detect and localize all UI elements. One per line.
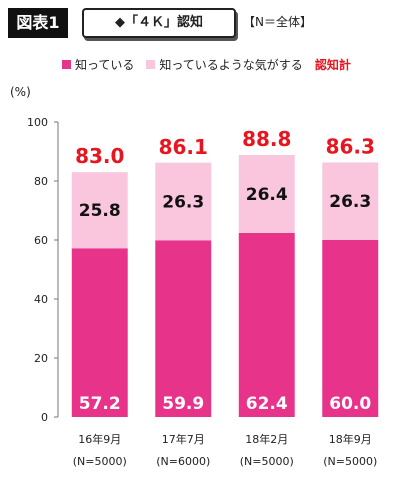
chart-topic: ◆「４Ｋ」認知: [82, 8, 236, 38]
bar-segment-maybe: [155, 162, 212, 241]
x-category-label: 18年2月: [245, 432, 288, 446]
x-category-sublabel: (N=5000): [73, 455, 127, 468]
y-tick-label: 80: [34, 175, 48, 188]
sample-note: 【N＝全体】: [243, 15, 312, 29]
bar-segment-know: [322, 240, 379, 417]
x-category-label: 18年9月: [329, 432, 372, 446]
bar-segment-maybe: [71, 172, 128, 249]
legend-label-maybe: 知っているような気がする: [159, 57, 303, 72]
bar-total-label: 86.1: [159, 135, 208, 159]
legend-total-label: 認知計: [314, 57, 351, 72]
bar-value-label-know: 57.2: [79, 394, 121, 414]
bar-segment-know: [71, 248, 128, 417]
bar-segment-know: [155, 240, 212, 417]
bar-segment-maybe: [322, 162, 379, 240]
bar-value-label-know: 59.9: [162, 394, 204, 414]
y-tick-label: 60: [34, 234, 48, 247]
bar-total-label: 88.8: [242, 127, 291, 151]
figure-label: 図表1: [8, 8, 68, 38]
bar-value-label-know: 62.4: [246, 394, 288, 414]
bar-value-label-know: 60.0: [329, 394, 371, 414]
x-category-label: 17年7月: [162, 432, 205, 446]
legend-swatch-know: [62, 59, 71, 69]
legend-swatch-maybe: [146, 59, 156, 69]
bar-total-label: 86.3: [326, 134, 375, 158]
bar-value-label-maybe: 26.3: [162, 193, 204, 213]
bar-total-label: 83.0: [75, 144, 124, 168]
bar-value-label-maybe: 26.3: [329, 192, 371, 212]
y-tick-label: 40: [34, 293, 48, 306]
bar-segment-maybe: [238, 155, 295, 233]
bar-segment-know: [238, 232, 295, 417]
legend-label-know: 知っている: [75, 57, 135, 72]
x-category-sublabel: (N=5000): [240, 455, 294, 468]
bar-value-label-maybe: 26.4: [246, 185, 288, 205]
x-category-sublabel: (N=5000): [323, 455, 377, 468]
y-tick-label: 100: [27, 116, 48, 129]
legend: 知っている 知っているような気がする 認知計: [62, 54, 363, 74]
y-axis-unit: (%): [10, 85, 31, 99]
y-tick-label: 20: [34, 352, 48, 365]
bar-value-label-maybe: 25.8: [79, 201, 121, 221]
legend-item-maybe: 知っているような気がする: [146, 56, 303, 73]
legend-item-know: 知っている: [62, 56, 134, 73]
y-tick-label: 0: [41, 411, 48, 424]
x-category-sublabel: (N=6000): [156, 455, 210, 468]
x-category-label: 16年9月: [78, 432, 121, 446]
